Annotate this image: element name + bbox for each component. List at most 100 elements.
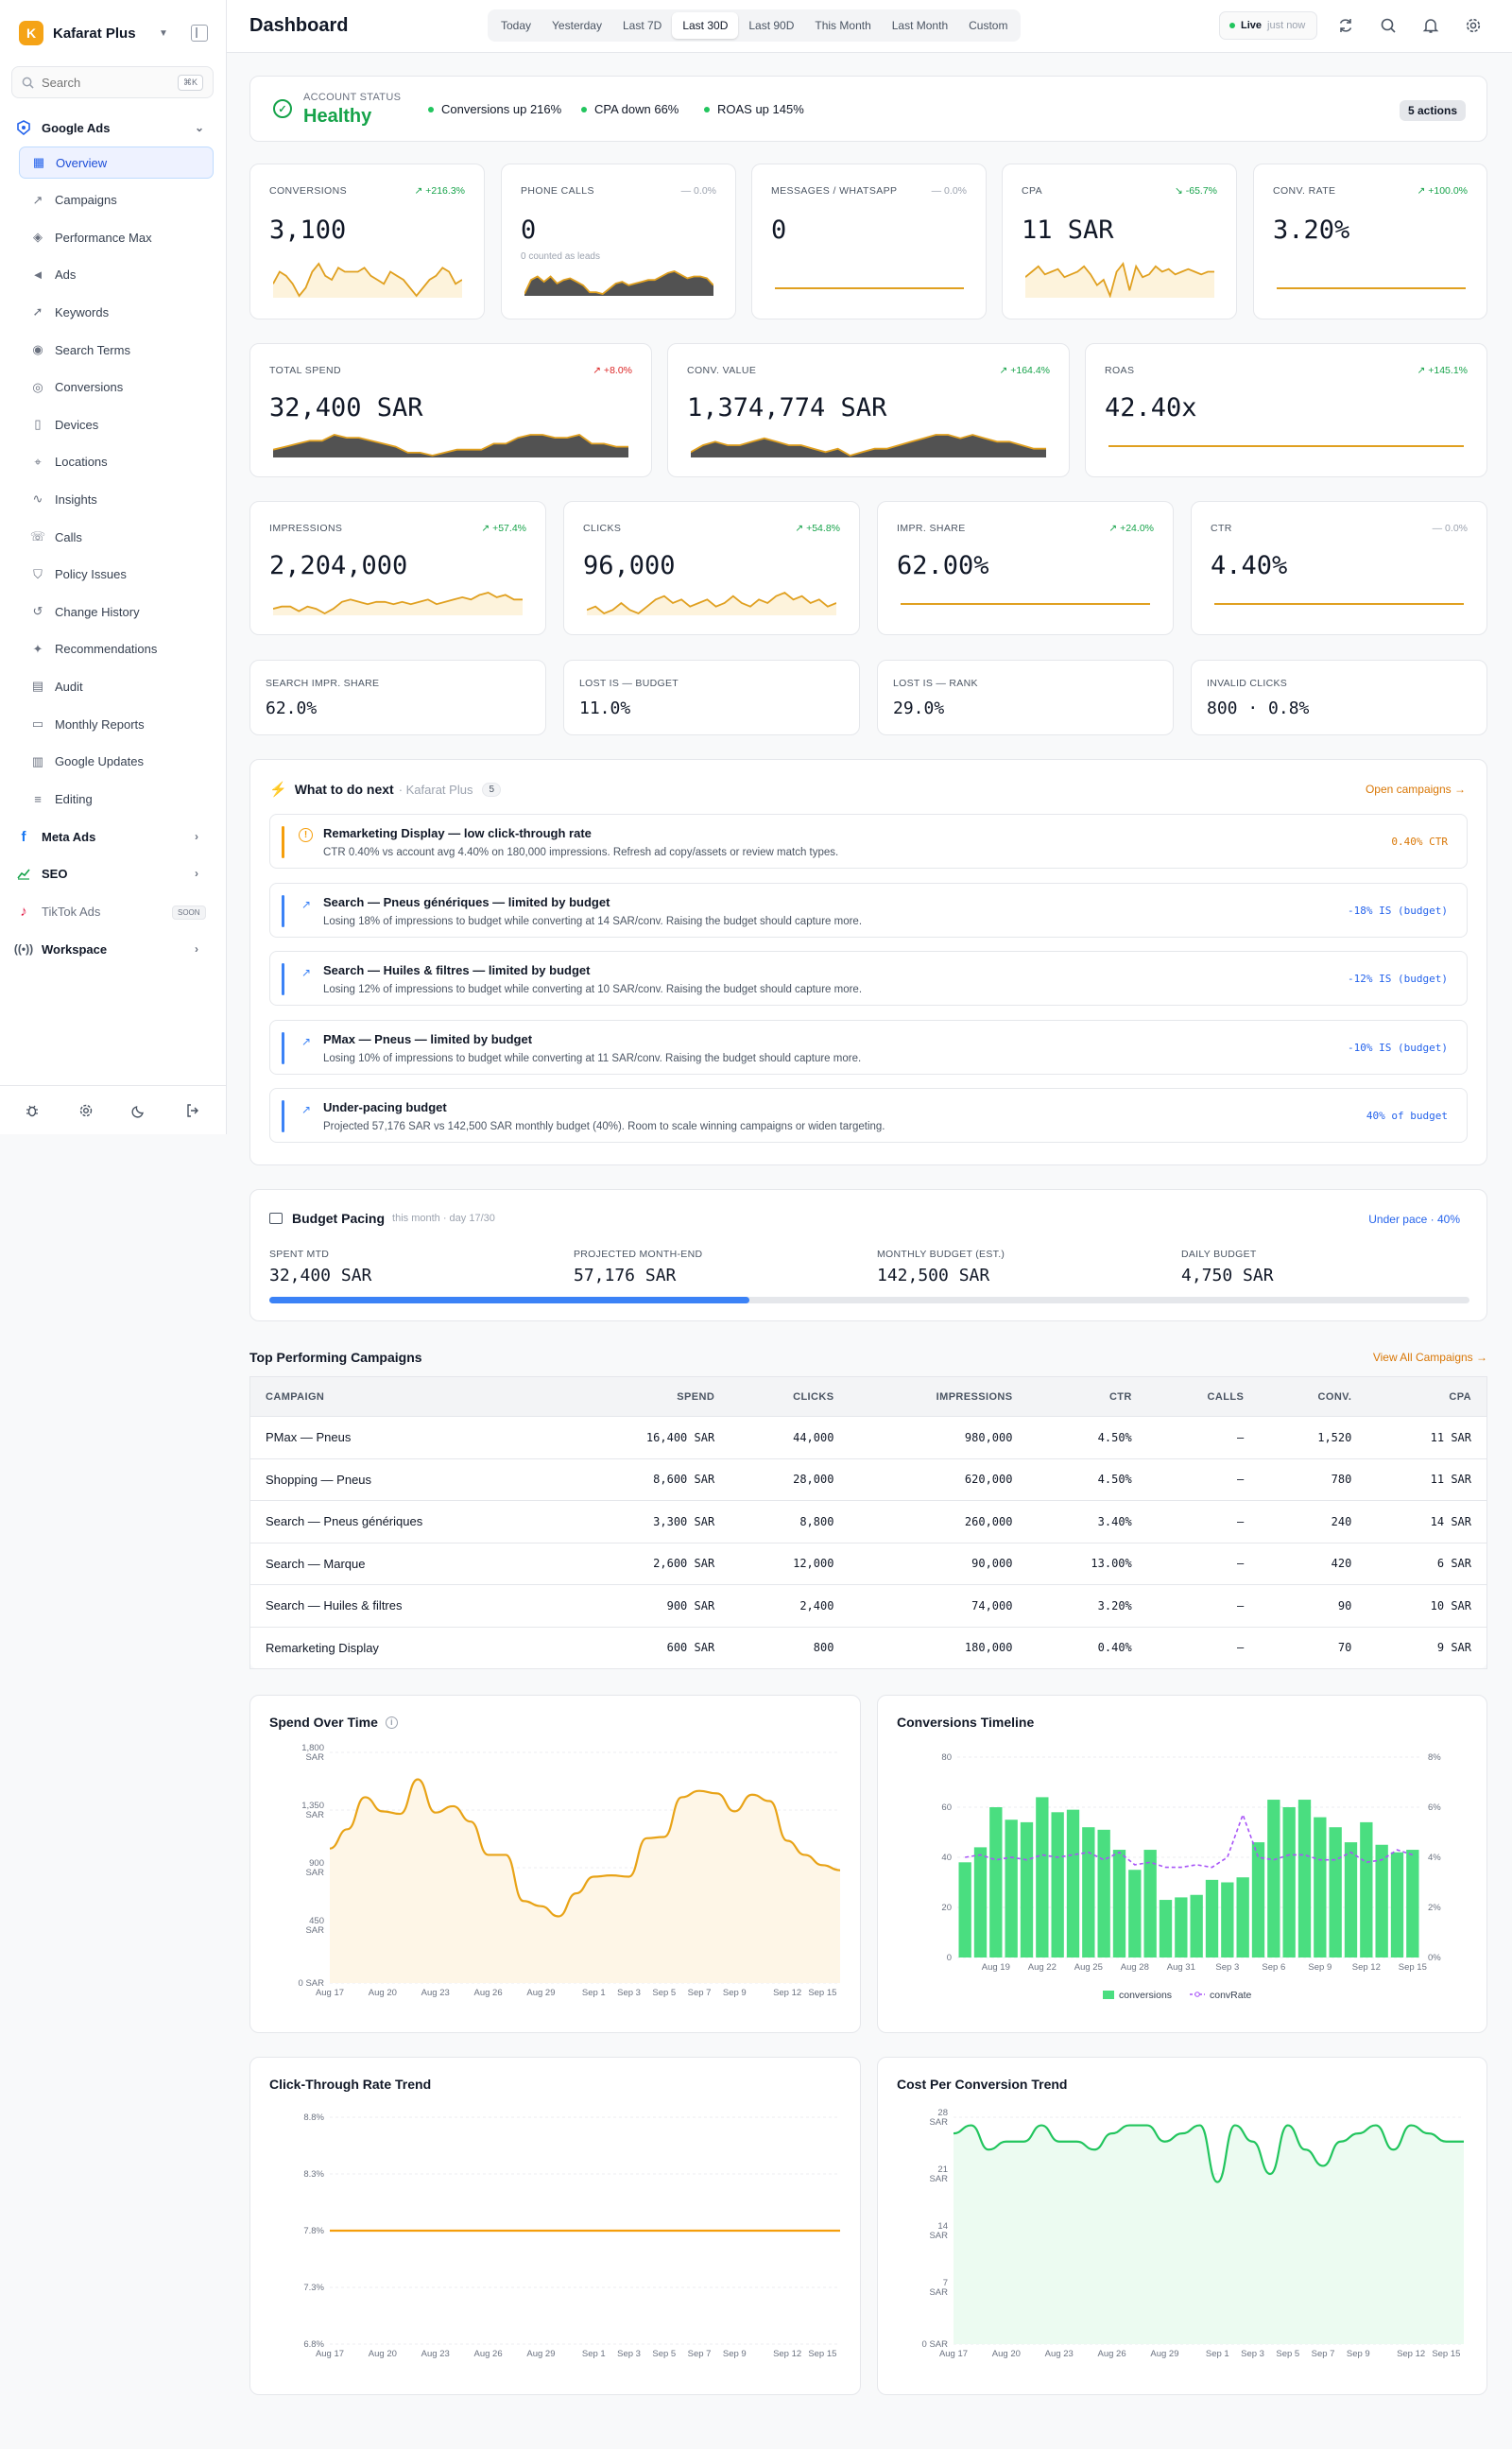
live-indicator[interactable]: Live just now <box>1219 11 1318 40</box>
chart-legend: conversions convRate <box>1103 1990 1252 2001</box>
kpi-card-total-spend[interactable]: TOTAL SPEND ↗ +8.0% 32,400 SAR <box>249 343 652 477</box>
kpi-card-impressions[interactable]: IMPRESSIONS ↗ +57.4% 2,204,000 <box>249 501 546 635</box>
chevron-right-icon[interactable]: › <box>195 867 198 880</box>
column-header[interactable]: CONV. <box>1259 1376 1367 1417</box>
table-cell: 980,000 <box>849 1416 1028 1458</box>
alert-circle-icon: ! <box>299 828 313 842</box>
y-tick-label: 80 <box>941 1752 952 1763</box>
info-icon[interactable]: i <box>385 1716 398 1729</box>
range-custom[interactable]: Custom <box>969 19 1008 32</box>
bell-icon[interactable] <box>1420 15 1441 36</box>
kpi-card-phone-calls[interactable]: PHONE CALLS — 0.0% 0 0 counted as leads <box>501 164 736 319</box>
settings-icon[interactable] <box>77 1101 95 1120</box>
column-header[interactable]: CLICKS <box>730 1376 850 1417</box>
search-icon[interactable] <box>1378 15 1399 36</box>
open-campaigns-link[interactable]: Open campaigns → <box>1365 783 1466 796</box>
table-row[interactable]: Remarketing Display 600 SAR 800 180,000 0.40… <box>249 1626 1487 1669</box>
bug-icon[interactable] <box>23 1101 42 1120</box>
action-item[interactable]: ↗ Search — Pneus génériques — limited by … <box>269 882 1468 938</box>
view-all-campaigns-link[interactable]: View All Campaigns → <box>1372 1351 1487 1364</box>
range-yesterday[interactable]: Yesterday <box>552 19 602 32</box>
table-cell: — <box>1146 1500 1260 1543</box>
sidebar-item-google-updates[interactable]: ▥ Google Updates <box>19 746 214 778</box>
sidebar-item-campaigns[interactable]: ↗ Campaigns <box>19 184 214 216</box>
sidebar-item-insights[interactable]: ∿ Insights <box>19 483 214 515</box>
logout-icon[interactable] <box>183 1101 202 1120</box>
sidebar-item-performance-max[interactable]: ◈ Performance Max <box>19 221 214 253</box>
y-tick-label: 1,800 <box>301 1743 324 1753</box>
range-last-month[interactable]: Last Month <box>891 19 949 32</box>
column-header[interactable]: CAMPAIGN <box>249 1376 565 1417</box>
refresh-icon[interactable] <box>1335 15 1356 36</box>
sidebar-item-ads[interactable]: ◄ Ads <box>19 259 214 291</box>
section-workspace[interactable]: ((•)) Workspace › <box>14 940 198 957</box>
chevron-down-icon[interactable]: ▼ <box>159 28 168 39</box>
sparkline-line <box>273 434 628 457</box>
sidebar-item-overview[interactable]: ▦ Overview <box>19 147 214 179</box>
moon-icon[interactable] <box>129 1101 148 1120</box>
section-google-ads[interactable]: Google Ads ⌄ <box>15 119 204 136</box>
legend-swatch <box>1103 1991 1114 1999</box>
column-header[interactable]: CALLS <box>1146 1376 1260 1417</box>
kpi-card-conversions[interactable]: CONVERSIONS ↗ +216.3% 3,100 <box>249 164 485 319</box>
range-this-month[interactable]: This Month <box>815 19 871 32</box>
action-item[interactable]: ↗ PMax — Pneus — limited by budget Losing … <box>269 1019 1468 1075</box>
kpi-card-messages[interactable]: MESSAGES / WHATSAPP — 0.0% 0 <box>751 164 987 319</box>
table-cell: 11 SAR <box>1366 1457 1487 1501</box>
kpi-card-conv-rate[interactable]: CONV. RATE ↗ +100.0% 3.20% <box>1253 164 1487 319</box>
chevron-right-icon[interactable]: › <box>195 942 198 956</box>
todo-count: 5 <box>482 782 502 797</box>
shield-icon: ⛉ <box>33 566 43 581</box>
sidebar-item-conversions[interactable]: ◎ Conversions <box>19 371 214 404</box>
column-header[interactable]: CPA <box>1366 1376 1487 1417</box>
kpi-card-roas[interactable]: ROAS ↗ +145.1% 42.40x <box>1085 343 1487 477</box>
action-item[interactable]: ↗ Under-pacing budget Projected 57,176 SAR… <box>269 1088 1468 1143</box>
sidebar-item-search-terms[interactable]: ◉ Search Terms <box>19 334 214 366</box>
sidebar-item-monthly-reports[interactable]: ▭ Monthly Reports <box>19 708 214 740</box>
kpi-card-conv-value[interactable]: CONV. VALUE ↗ +164.4% 1,374,774 SAR <box>667 343 1070 477</box>
bar <box>1112 1850 1126 1957</box>
action-description: Losing 10% of impressions to budget whil… <box>323 1052 862 1064</box>
sidebar-item-locations[interactable]: ⌖ Locations <box>19 446 214 478</box>
sparkline <box>691 434 1046 457</box>
kpi-card-ctr[interactable]: CTR — 0.0% 4.40% <box>1191 501 1487 635</box>
range-last-30d[interactable]: Last 30D <box>672 12 739 39</box>
sidebar-item-recommendations[interactable]: ✦ Recommendations <box>19 633 214 665</box>
sidebar-collapse-icon[interactable] <box>191 25 208 42</box>
range-last-90d[interactable]: Last 90D <box>748 19 795 32</box>
settings-icon[interactable] <box>1463 15 1484 36</box>
kpi-card-cpa[interactable]: CPA ↘ -65.7% 11 SAR <box>1002 164 1237 319</box>
column-header[interactable]: IMPRESSIONS <box>849 1376 1028 1417</box>
table-cell: — <box>1146 1584 1260 1627</box>
action-title: Under-pacing budget <box>323 1100 447 1114</box>
sidebar-item-keywords[interactable]: ➚ Keywords <box>19 296 214 328</box>
range-last-7d[interactable]: Last 7D <box>622 19 662 32</box>
brand[interactable]: K Kafarat Plus <box>19 21 136 45</box>
table-row[interactable]: Search — Marque 2,600 SAR 12,000 90,000 13.0… <box>249 1542 1487 1585</box>
section-meta-ads[interactable]: f Meta Ads › <box>15 828 199 845</box>
sidebar-item-editing[interactable]: ≡ Editing <box>19 783 214 815</box>
chevron-right-icon[interactable]: › <box>195 830 198 843</box>
kpi-label: TOTAL SPEND <box>269 365 341 376</box>
search-box[interactable]: ⌘K <box>11 66 214 98</box>
range-today[interactable]: Today <box>501 19 532 32</box>
kpi-card-impr-share[interactable]: IMPR. SHARE ↗ +24.0% 62.00% <box>877 501 1174 635</box>
search-input[interactable] <box>42 75 164 90</box>
kpi-card-clicks[interactable]: CLICKS ↗ +54.8% 96,000 <box>563 501 860 635</box>
sidebar-item-devices[interactable]: ▯ Devices <box>19 408 214 440</box>
sidebar-item-change-history[interactable]: ↺ Change History <box>19 595 214 628</box>
column-header[interactable]: SPEND <box>564 1376 730 1417</box>
table-row[interactable]: Search — Huiles & filtres 900 SAR 2,400 74,… <box>249 1584 1487 1627</box>
table-row[interactable]: PMax — Pneus 16,400 SAR 44,000 980,000 4.50%… <box>249 1416 1487 1458</box>
actions-badge[interactable]: 5 actions <box>1400 100 1467 121</box>
section-seo[interactable]: SEO › <box>15 865 198 882</box>
sidebar-item-policy-issues[interactable]: ⛉ Policy Issues <box>19 559 214 591</box>
action-item[interactable]: ↗ Search — Huiles & filtres — limited by … <box>269 951 1468 1006</box>
sidebar-item-calls[interactable]: ☏ Calls <box>19 521 214 553</box>
sidebar-item-audit[interactable]: ▤ Audit <box>19 670 214 702</box>
column-header[interactable]: CTR <box>1027 1376 1147 1417</box>
table-row[interactable]: Search — Pneus génériques 3,300 SAR 8,800 2… <box>249 1500 1487 1543</box>
action-item[interactable]: ! Remarketing Display — low click-through… <box>269 814 1468 869</box>
table-row[interactable]: Shopping — Pneus 8,600 SAR 28,000 620,000 4.… <box>249 1457 1487 1501</box>
chevron-down-icon[interactable]: ⌄ <box>195 121 205 134</box>
